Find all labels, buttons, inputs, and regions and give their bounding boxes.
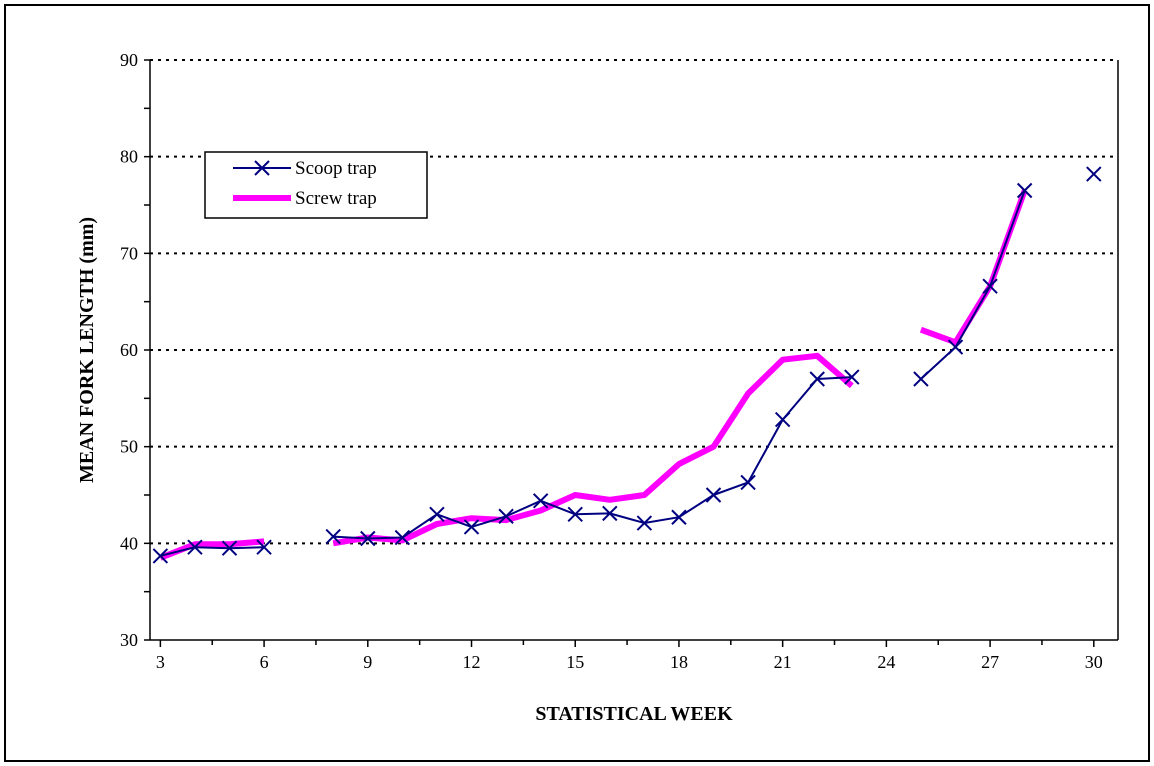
x-tick-label: 9: [363, 652, 372, 672]
x-tick-label: 30: [1085, 652, 1103, 672]
data-point-scoop: [774, 411, 791, 428]
data-point-scoop: [947, 339, 964, 355]
x-tick-label: 21: [774, 652, 792, 672]
data-point-scoop: [740, 474, 756, 491]
y-tick-label: 30: [120, 630, 138, 650]
data-point-scoop: [636, 515, 653, 531]
data-point-scoop: [463, 519, 480, 535]
data-point-scoop: [256, 539, 272, 555]
x-tick-label: 3: [156, 652, 165, 672]
data-point-scoop: [532, 493, 549, 509]
x-tick-label: 27: [981, 652, 999, 672]
series-line-scoop: [333, 376, 852, 540]
x-tick-label: 24: [877, 652, 895, 672]
data-point-scoop: [602, 505, 618, 522]
data-point-scoop: [809, 371, 825, 387]
data-point-scoop: [671, 509, 687, 525]
data-point-scoop: [1016, 182, 1033, 199]
gridlines: [150, 59, 1118, 545]
y-tick-label: 80: [120, 147, 138, 167]
data-point-scoop: [498, 508, 514, 524]
x-tick-label: 6: [260, 652, 269, 672]
data-point-scoop: [394, 529, 411, 546]
legend-label-scoop: Scoop trap: [295, 158, 377, 179]
x-tick-label: 15: [566, 652, 584, 672]
data-point-scoop: [844, 369, 860, 385]
chart-frame: [4, 4, 1150, 762]
series-line-scoop: [920, 190, 1026, 380]
data-point-scoop: [429, 506, 445, 523]
y-tick-label: 50: [120, 437, 138, 457]
data-point-scoop: [982, 278, 998, 294]
y-tick-label: 60: [120, 340, 138, 360]
data-point-scoop: [187, 539, 203, 555]
ticks: 30 40 50 60 70 80 90 3 6 9 12 15 18 21 24 27 30: [120, 50, 1103, 672]
data-point-scoop: [325, 528, 341, 545]
y-tick-label: 40: [120, 533, 138, 553]
x-axis-title: STATISTICAL WEEK: [535, 703, 733, 725]
data-point-scoop: [913, 371, 929, 387]
data-point-scoop: [221, 540, 238, 556]
series-line-screw: [332, 352, 854, 547]
data-point-scoop: [705, 487, 722, 503]
legend: Scoop trap Screw trap: [204, 151, 428, 219]
data-point-scoop: [360, 530, 376, 547]
data-point-scoop: [152, 548, 169, 564]
legend-box: [204, 151, 428, 219]
data-point-scoop: [1086, 166, 1102, 182]
x-tick-label: 18: [670, 652, 688, 672]
y-tick-label: 70: [120, 243, 138, 263]
y-axis-title: MEAN FORK LENGTH (mm): [76, 217, 98, 483]
series-line-screw: [919, 189, 1028, 346]
data-point-scoop: [567, 506, 583, 523]
series: [152, 166, 1102, 564]
legend-label-screw: Screw trap: [295, 188, 377, 209]
series-line-scoop: [160, 546, 265, 557]
legend-marker-scoop: [254, 160, 270, 176]
y-tick-label: 90: [120, 50, 138, 70]
x-tick-label: 12: [463, 652, 481, 672]
